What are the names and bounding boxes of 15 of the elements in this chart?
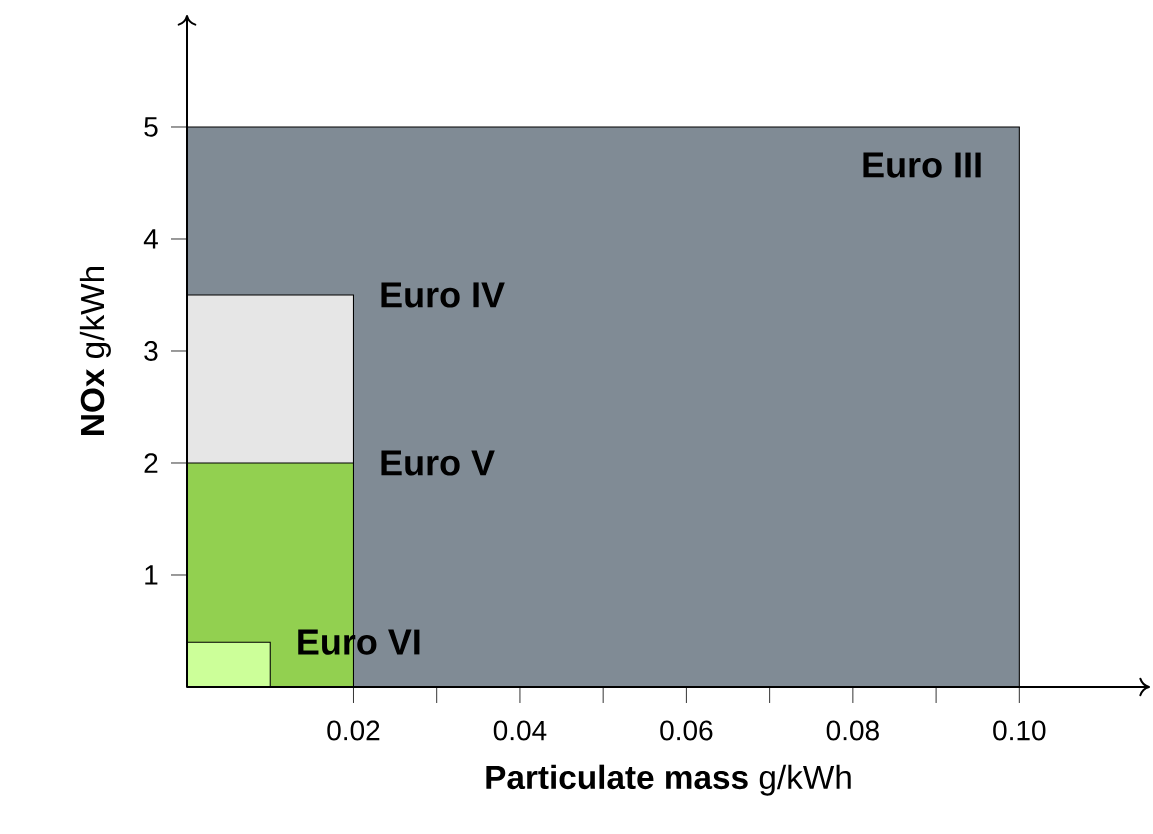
x-tick-label: 0.08 [826,720,879,741]
y-tick-label: 3 [144,341,158,361]
x-tick-label: 0.04 [493,720,547,741]
y-tick-label: 5 [144,117,158,137]
x-axis-title: Particulate mass g/kWh [486,764,851,796]
y-tick-label: 4 [143,229,158,249]
series-label: Euro III [863,152,981,178]
x-tick-label: 0.10 [993,720,1046,741]
y-tick-label: 2 [144,453,158,473]
y-axis-title: NOx g/kWh [79,267,111,435]
x-tick-label: 0.06 [660,720,713,741]
series-label: Euro IV [381,282,505,308]
series-label: Euro V [381,450,495,476]
x-tick-label: 0.02 [327,720,380,741]
y-tick-label: 1 [145,565,158,585]
